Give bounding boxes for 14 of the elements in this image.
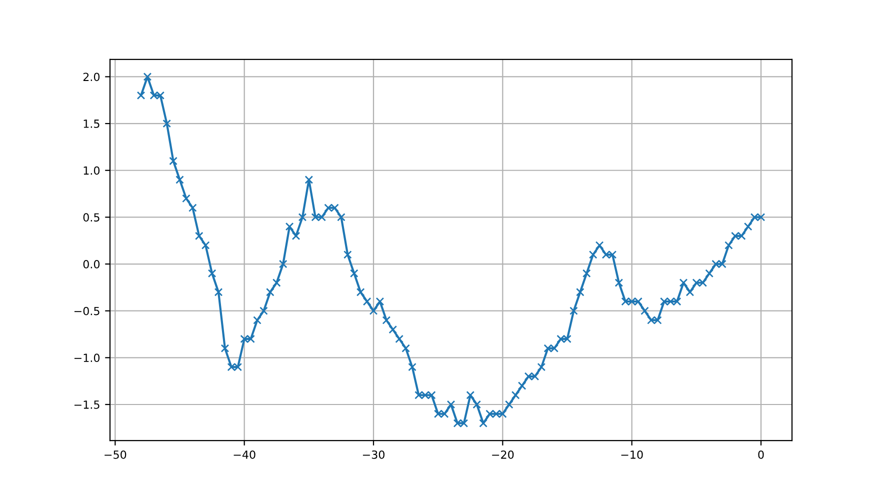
y-tick-label: 2.0: [83, 72, 100, 82]
y-tick-label: 0.5: [83, 213, 100, 222]
x-tick-label: −30: [362, 450, 384, 459]
x-tick-label: 0: [758, 450, 764, 459]
x-tick-label: −10: [621, 450, 643, 459]
y-tick-label: 1.5: [84, 120, 100, 128]
y-tick-label: −0.5: [74, 306, 100, 316]
x-tick-label: −40: [234, 450, 256, 459]
x-tick-label: −20: [492, 450, 514, 459]
y-tick-label: 0.0: [83, 260, 100, 268]
y-tick-label: −1.0: [74, 354, 100, 362]
y-tick-label: −1.5: [74, 400, 100, 409]
x-tick-label: −50: [104, 450, 126, 459]
y-tick-label: 1.0: [84, 166, 100, 175]
